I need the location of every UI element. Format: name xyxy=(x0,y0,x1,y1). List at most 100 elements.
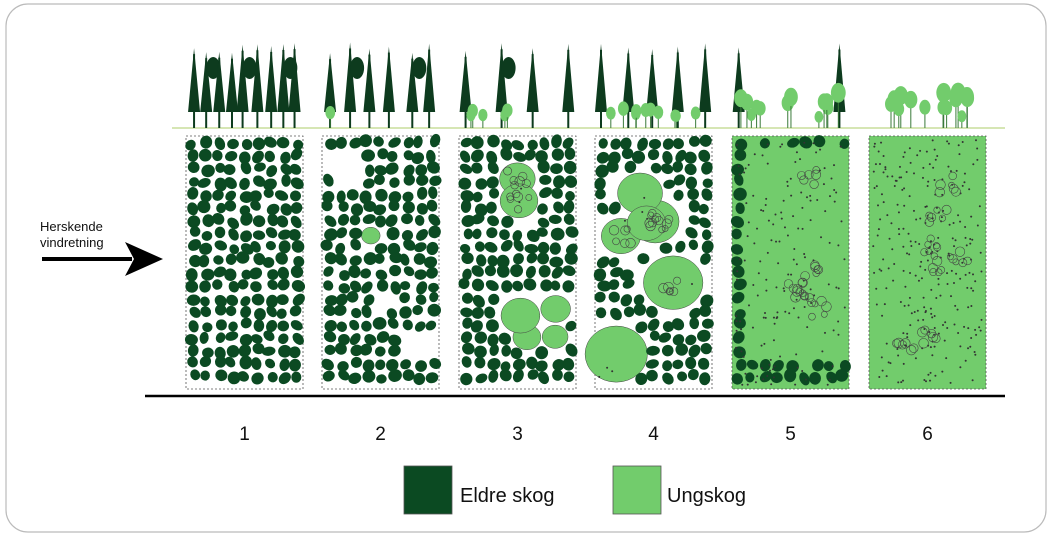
old-forest-tree xyxy=(265,240,276,251)
seedling xyxy=(886,175,889,178)
seedling xyxy=(943,339,946,342)
old-forest-tree xyxy=(363,200,377,212)
old-forest-tree xyxy=(253,252,266,266)
seedling xyxy=(762,316,765,319)
sapling xyxy=(506,195,515,203)
conifer xyxy=(526,48,539,112)
sapling xyxy=(808,312,816,321)
seedling xyxy=(795,298,798,301)
old-forest-tree xyxy=(199,242,213,255)
old-forest-tree xyxy=(386,308,398,320)
seedling xyxy=(904,344,907,347)
old-forest-tree xyxy=(562,280,575,293)
old-forest-tree xyxy=(610,267,624,278)
wind-label: Herskende xyxy=(40,219,103,234)
sapling xyxy=(937,266,946,274)
seedling xyxy=(795,263,798,266)
seedling xyxy=(941,370,944,373)
sapling xyxy=(620,225,631,236)
seedling xyxy=(756,227,759,230)
old-forest-tree xyxy=(526,252,538,264)
old-forest-tree xyxy=(338,369,350,381)
seedling xyxy=(937,332,940,335)
old-forest-tree xyxy=(606,160,619,173)
seedling xyxy=(833,188,836,191)
old-forest-tree xyxy=(608,279,620,290)
seedling xyxy=(903,204,906,207)
seedling xyxy=(809,288,812,291)
seedling xyxy=(779,355,782,358)
old-forest-tree xyxy=(266,203,280,216)
old-forest-tree xyxy=(734,309,746,320)
old-forest-tree xyxy=(262,257,275,268)
old-forest-tree xyxy=(189,177,200,187)
seedling xyxy=(906,252,909,255)
seedling xyxy=(797,316,800,319)
stage-number: 2 xyxy=(375,424,386,445)
old-forest-tree xyxy=(324,252,338,265)
old-forest-tree xyxy=(471,213,485,225)
sapling xyxy=(608,225,620,236)
seedling xyxy=(963,181,966,184)
old-forest-tree xyxy=(323,266,334,277)
old-forest-tree xyxy=(200,296,210,307)
seedling xyxy=(795,151,798,154)
young-tree xyxy=(617,101,629,116)
sapling xyxy=(797,278,808,288)
seedling xyxy=(762,209,765,212)
old-forest-tree xyxy=(388,137,401,148)
sapling xyxy=(810,169,822,180)
seedling xyxy=(947,165,950,168)
sapling xyxy=(932,242,941,250)
old-forest-tree xyxy=(486,227,498,239)
young-forest-patch xyxy=(540,295,571,323)
seedling xyxy=(797,227,800,230)
young-tree xyxy=(949,89,963,108)
seedling xyxy=(883,303,886,306)
seedling xyxy=(946,327,949,330)
old-forest-tree xyxy=(594,177,606,191)
seedling xyxy=(902,155,905,158)
old-forest-tree xyxy=(267,213,279,227)
old-forest-tree xyxy=(372,317,387,330)
sapling xyxy=(658,226,666,234)
seedling xyxy=(963,172,966,175)
old-forest-tree xyxy=(540,279,553,292)
old-forest-tree xyxy=(500,239,513,252)
old-forest-tree xyxy=(402,319,413,331)
young-tree xyxy=(957,110,967,123)
seedling xyxy=(920,260,923,263)
old-forest-tree xyxy=(675,149,687,163)
seedling xyxy=(919,149,922,152)
old-forest-tree xyxy=(593,268,607,282)
old-forest-tree xyxy=(251,293,265,306)
old-forest-tree xyxy=(187,356,198,368)
old-forest-tree xyxy=(228,321,238,332)
old-forest-tree xyxy=(650,162,662,174)
old-forest-tree xyxy=(225,331,239,341)
sapling xyxy=(644,218,654,228)
old-forest-tree xyxy=(496,254,510,269)
old-forest-tree xyxy=(564,175,578,188)
old-forest-tree xyxy=(745,372,755,383)
seedling xyxy=(803,306,806,309)
old-forest-tree xyxy=(278,229,292,240)
old-forest-tree xyxy=(701,161,713,175)
seedling xyxy=(900,176,903,179)
old-forest-tree xyxy=(334,253,347,266)
old-forest-tree xyxy=(553,201,564,214)
old-forest-tree xyxy=(278,333,289,345)
old-forest-tree xyxy=(197,200,211,214)
old-forest-tree xyxy=(684,163,697,176)
seedling xyxy=(946,140,949,143)
seedling xyxy=(752,194,755,197)
old-forest-tree xyxy=(595,188,606,200)
old-forest-tree xyxy=(701,240,714,254)
young-forest-patch xyxy=(361,227,381,245)
old-forest-tree xyxy=(539,187,552,199)
old-forest-tree xyxy=(199,280,211,293)
sapling xyxy=(807,298,816,307)
sapling xyxy=(897,340,907,350)
old-forest-tree xyxy=(362,178,375,189)
sapling xyxy=(929,268,938,277)
